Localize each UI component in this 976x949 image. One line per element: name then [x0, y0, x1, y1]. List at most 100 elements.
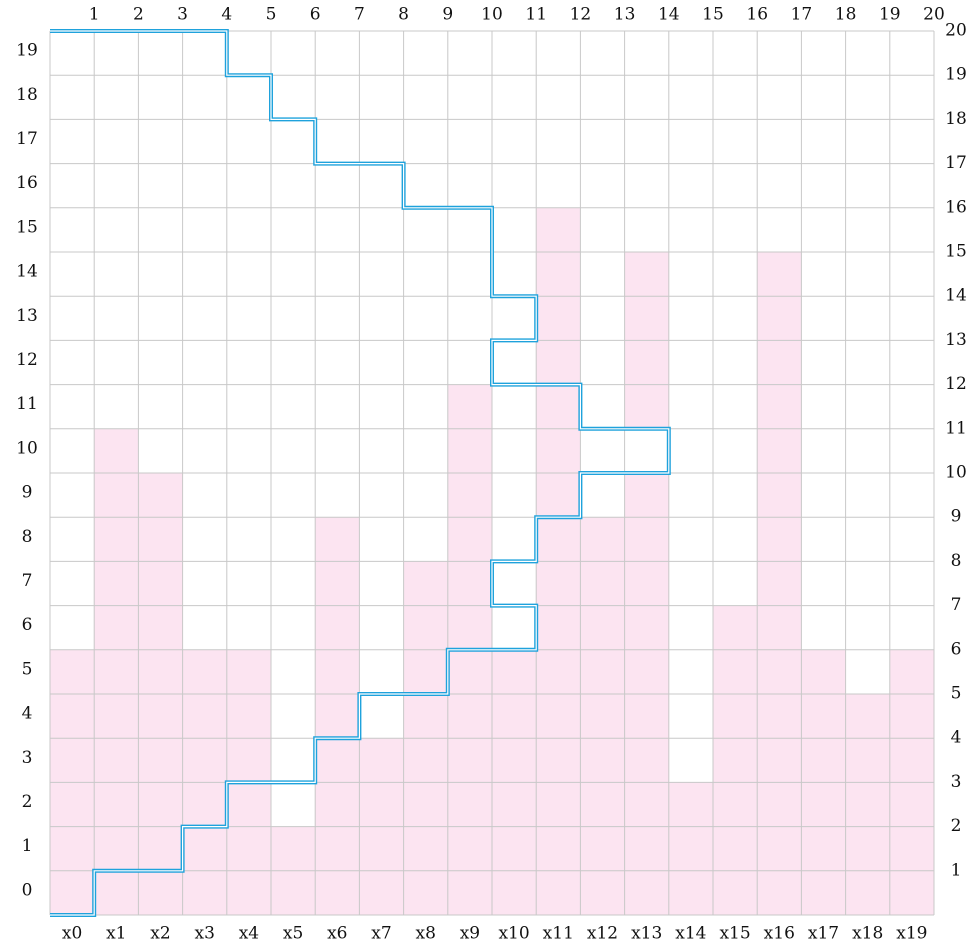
top-label-13: 13	[614, 5, 636, 25]
top-label-11: 11	[525, 5, 547, 25]
right-label-11: 11	[945, 418, 967, 438]
column-bar-6	[315, 517, 360, 915]
right-label-12: 12	[945, 374, 967, 394]
bottom-label-x10: x10	[498, 924, 529, 944]
left-label-6: 6	[22, 615, 33, 635]
left-label-11: 11	[16, 394, 38, 414]
right-label-4: 4	[951, 728, 962, 748]
right-label-10: 10	[945, 463, 967, 483]
bottom-axis-labels: x0 x1 x2 x3 x4 x5 x6 x7 x8 x9 x10 x11 x12 x13 x14 x15 x1…	[62, 924, 928, 944]
top-label-2: 2	[133, 5, 144, 25]
right-label-17: 17	[945, 153, 967, 173]
column-bar-15	[713, 605, 758, 915]
top-label-10: 10	[481, 5, 503, 25]
top-label-20: 20	[923, 5, 945, 25]
bottom-label-x0: x0	[62, 924, 82, 944]
right-label-7: 7	[951, 595, 962, 615]
right-label-3: 3	[951, 772, 962, 792]
top-label-8: 8	[398, 5, 409, 25]
top-label-9: 9	[442, 5, 453, 25]
left-label-3: 3	[22, 748, 33, 768]
bottom-label-x7: x7	[371, 924, 391, 944]
left-label-0: 0	[22, 880, 33, 900]
right-label-19: 19	[945, 65, 967, 85]
right-label-2: 2	[951, 816, 962, 836]
right-label-9: 9	[951, 507, 962, 527]
column-bar-16	[757, 252, 802, 915]
bottom-label-x2: x2	[150, 924, 170, 944]
left-label-12: 12	[16, 350, 38, 370]
right-label-6: 6	[951, 639, 962, 659]
left-label-2: 2	[22, 792, 33, 812]
bottom-label-x1: x1	[106, 924, 126, 944]
left-label-5: 5	[22, 659, 33, 679]
column-bar-12	[580, 517, 625, 915]
top-label-6: 6	[310, 5, 321, 25]
column-gap-0	[271, 782, 316, 827]
right-label-8: 8	[951, 551, 962, 571]
top-label-7: 7	[354, 5, 365, 25]
bottom-label-x18: x18	[852, 924, 883, 944]
column-bar-1	[94, 428, 139, 915]
left-label-16: 16	[16, 173, 38, 193]
top-label-14: 14	[658, 5, 680, 25]
left-label-4: 4	[22, 704, 33, 724]
bottom-label-x3: x3	[194, 924, 214, 944]
staircase-path	[50, 29, 671, 917]
bottom-label-x8: x8	[415, 924, 435, 944]
bottom-label-x5: x5	[283, 924, 303, 944]
bottom-label-x14: x14	[675, 924, 706, 944]
top-label-18: 18	[835, 5, 857, 25]
left-label-18: 18	[16, 85, 38, 105]
bottom-label-x16: x16	[764, 924, 795, 944]
top-label-5: 5	[266, 5, 277, 25]
right-label-14: 14	[945, 286, 967, 306]
path-inner-line	[50, 30, 670, 916]
grid-lines	[49, 30, 935, 916]
column-bar-14	[668, 782, 713, 915]
top-label-3: 3	[177, 5, 188, 25]
top-label-16: 16	[746, 5, 768, 25]
top-label-19: 19	[879, 5, 901, 25]
top-label-1: 1	[89, 5, 100, 25]
left-label-1: 1	[22, 836, 33, 856]
right-label-16: 16	[945, 197, 967, 217]
top-label-17: 17	[791, 5, 813, 25]
right-label-1: 1	[951, 860, 962, 880]
top-label-12: 12	[570, 5, 592, 25]
column-bar-13	[624, 252, 669, 915]
left-label-10: 10	[16, 438, 38, 458]
bottom-label-x13: x13	[631, 924, 662, 944]
bottom-label-x15: x15	[719, 924, 750, 944]
left-label-14: 14	[16, 262, 38, 282]
bottom-label-x11: x11	[543, 924, 574, 944]
top-label-4: 4	[221, 5, 232, 25]
left-label-8: 8	[22, 527, 33, 547]
top-axis-labels: 1 2 3 4 5 6 7 8 9 10 11 12 13 14 15 16 17 18 19 20	[89, 5, 945, 25]
left-label-7: 7	[22, 571, 33, 591]
right-label-13: 13	[945, 330, 967, 350]
left-label-9: 9	[22, 483, 33, 503]
bottom-label-x19: x19	[896, 924, 927, 944]
right-label-5: 5	[951, 684, 962, 704]
right-label-20: 20	[945, 21, 967, 41]
column-gap-1	[359, 694, 404, 739]
top-label-15: 15	[702, 5, 724, 25]
left-label-15: 15	[16, 217, 38, 237]
column-bar-18	[845, 694, 890, 915]
right-label-15: 15	[945, 242, 967, 262]
left-label-13: 13	[16, 306, 38, 326]
bottom-label-x6: x6	[327, 924, 347, 944]
bottom-label-x9: x9	[460, 924, 480, 944]
bottom-label-x17: x17	[808, 924, 839, 944]
left-label-17: 17	[16, 129, 38, 149]
column-gap-4	[624, 428, 669, 473]
bottom-label-x12: x12	[587, 924, 618, 944]
right-label-18: 18	[945, 109, 967, 129]
left-label-19: 19	[16, 41, 38, 61]
bottom-label-x4: x4	[239, 924, 259, 944]
